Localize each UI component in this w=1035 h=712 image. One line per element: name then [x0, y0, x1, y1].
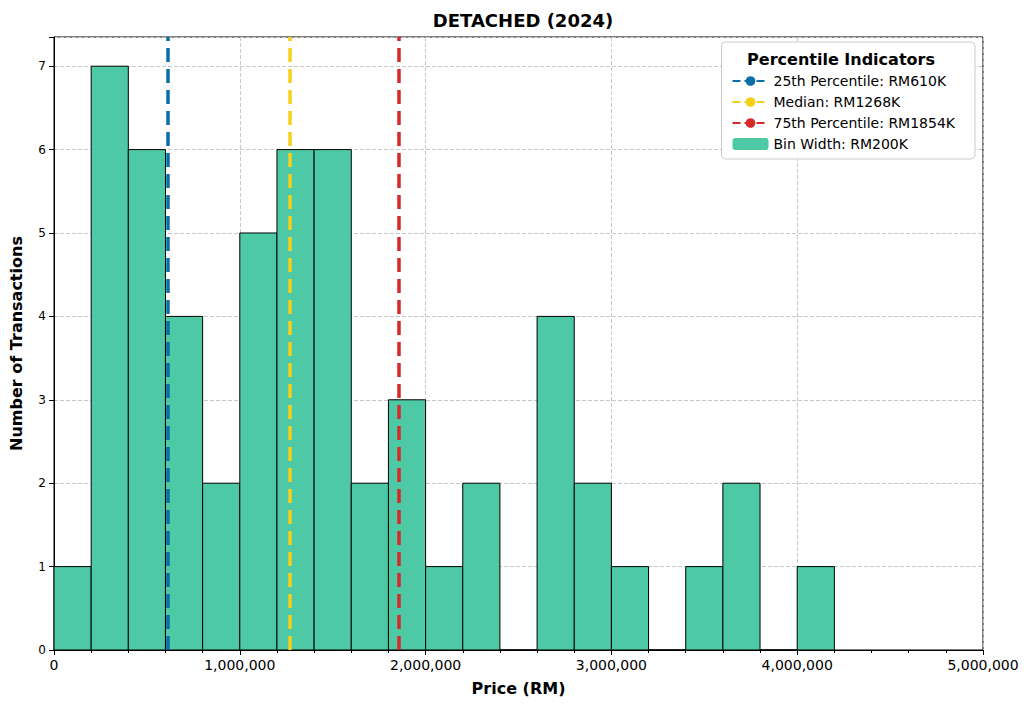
svg-text:5: 5 [38, 226, 46, 240]
svg-text:DETACHED (2024): DETACHED (2024) [433, 10, 613, 31]
svg-text:3,000,000: 3,000,000 [576, 657, 647, 673]
svg-text:0: 0 [38, 643, 46, 657]
svg-text:Median: RM1268K: Median: RM1268K [774, 94, 902, 110]
svg-text:2: 2 [38, 476, 46, 490]
svg-text:Number of Transactions: Number of Transactions [7, 236, 26, 451]
svg-text:5,000,000: 5,000,000 [947, 657, 1018, 673]
svg-text:0: 0 [50, 657, 59, 673]
svg-text:Price (RM): Price (RM) [472, 679, 566, 698]
svg-text:Bin Width: RM200K: Bin Width: RM200K [774, 136, 909, 152]
svg-text:4: 4 [38, 309, 46, 323]
svg-text:3: 3 [38, 393, 46, 407]
svg-text:1: 1 [38, 560, 46, 574]
svg-text:4,000,000: 4,000,000 [762, 657, 833, 673]
svg-text:Percentile Indicators: Percentile Indicators [747, 50, 935, 69]
svg-text:2,000,000: 2,000,000 [390, 657, 461, 673]
svg-text:75th Percentile: RM1854K: 75th Percentile: RM1854K [774, 115, 956, 131]
svg-text:7: 7 [38, 59, 46, 73]
svg-text:6: 6 [38, 143, 46, 157]
svg-text:1,000,000: 1,000,000 [204, 657, 275, 673]
svg-text:25th Percentile: RM610K: 25th Percentile: RM610K [774, 73, 947, 89]
